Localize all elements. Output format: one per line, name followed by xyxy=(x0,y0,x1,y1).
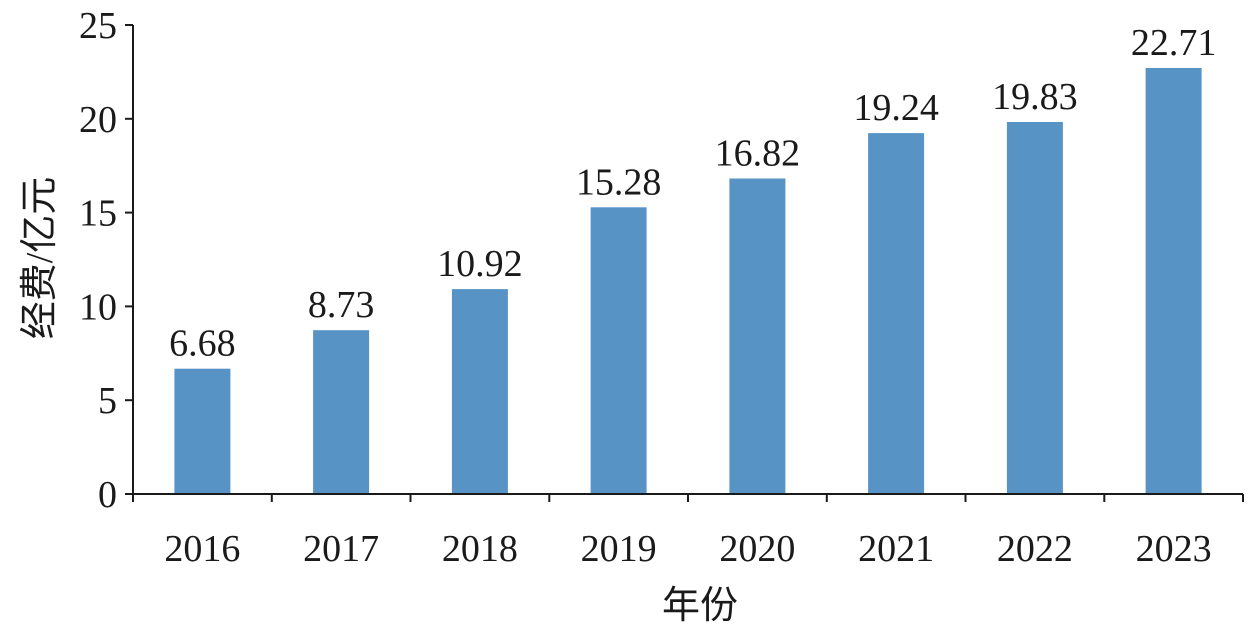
y-tick-label-0: 0 xyxy=(98,474,117,516)
y-tick-label-25: 25 xyxy=(79,5,117,47)
bar-2022 xyxy=(1006,122,1063,494)
y-tick-label-10: 10 xyxy=(79,286,117,328)
data-label-2023: 22.71 xyxy=(1131,22,1217,64)
data-labels-group: 6.68 8.73 10.92 15.28 16.82 19.24 19.83 22.71 xyxy=(169,22,1216,365)
x-tick-label-2023: 2023 xyxy=(1136,528,1212,570)
x-tick-label-2022: 2022 xyxy=(997,528,1073,570)
bar-2020 xyxy=(729,178,786,494)
x-tick-label-2020: 2020 xyxy=(719,528,795,570)
bar-2023 xyxy=(1145,68,1202,494)
x-tick-label-2018: 2018 xyxy=(442,528,518,570)
x-axis: 2016 2017 2018 2019 2020 2021 2022 2023 xyxy=(132,493,1244,570)
y-axis: 0 5 10 15 20 25 xyxy=(79,5,134,516)
x-tick-label-2016: 2016 xyxy=(164,528,240,570)
data-label-2022: 19.83 xyxy=(992,76,1078,118)
bar-2018 xyxy=(451,289,508,494)
data-label-2020: 16.82 xyxy=(715,133,801,175)
y-axis-title: 经费/亿元 xyxy=(19,177,61,340)
bar-2016 xyxy=(174,368,231,494)
x-axis-title: 年份 xyxy=(662,585,738,627)
y-tick-label-5: 5 xyxy=(98,380,117,422)
x-tick-label-2021: 2021 xyxy=(858,528,934,570)
x-tick-label-2017: 2017 xyxy=(303,528,379,570)
bars-group xyxy=(174,68,1202,495)
data-label-2021: 19.24 xyxy=(853,87,939,129)
data-label-2016: 6.68 xyxy=(169,323,236,365)
bar-2021 xyxy=(868,133,925,494)
bar-2017 xyxy=(313,330,370,494)
y-tick-label-15: 15 xyxy=(79,193,117,235)
y-tick-label-20: 20 xyxy=(79,99,117,141)
x-tick-label-2019: 2019 xyxy=(581,528,657,570)
bar-2019 xyxy=(590,207,647,495)
data-label-2019: 15.28 xyxy=(576,161,662,203)
data-label-2017: 8.73 xyxy=(308,284,375,326)
data-label-2018: 10.92 xyxy=(437,243,523,285)
